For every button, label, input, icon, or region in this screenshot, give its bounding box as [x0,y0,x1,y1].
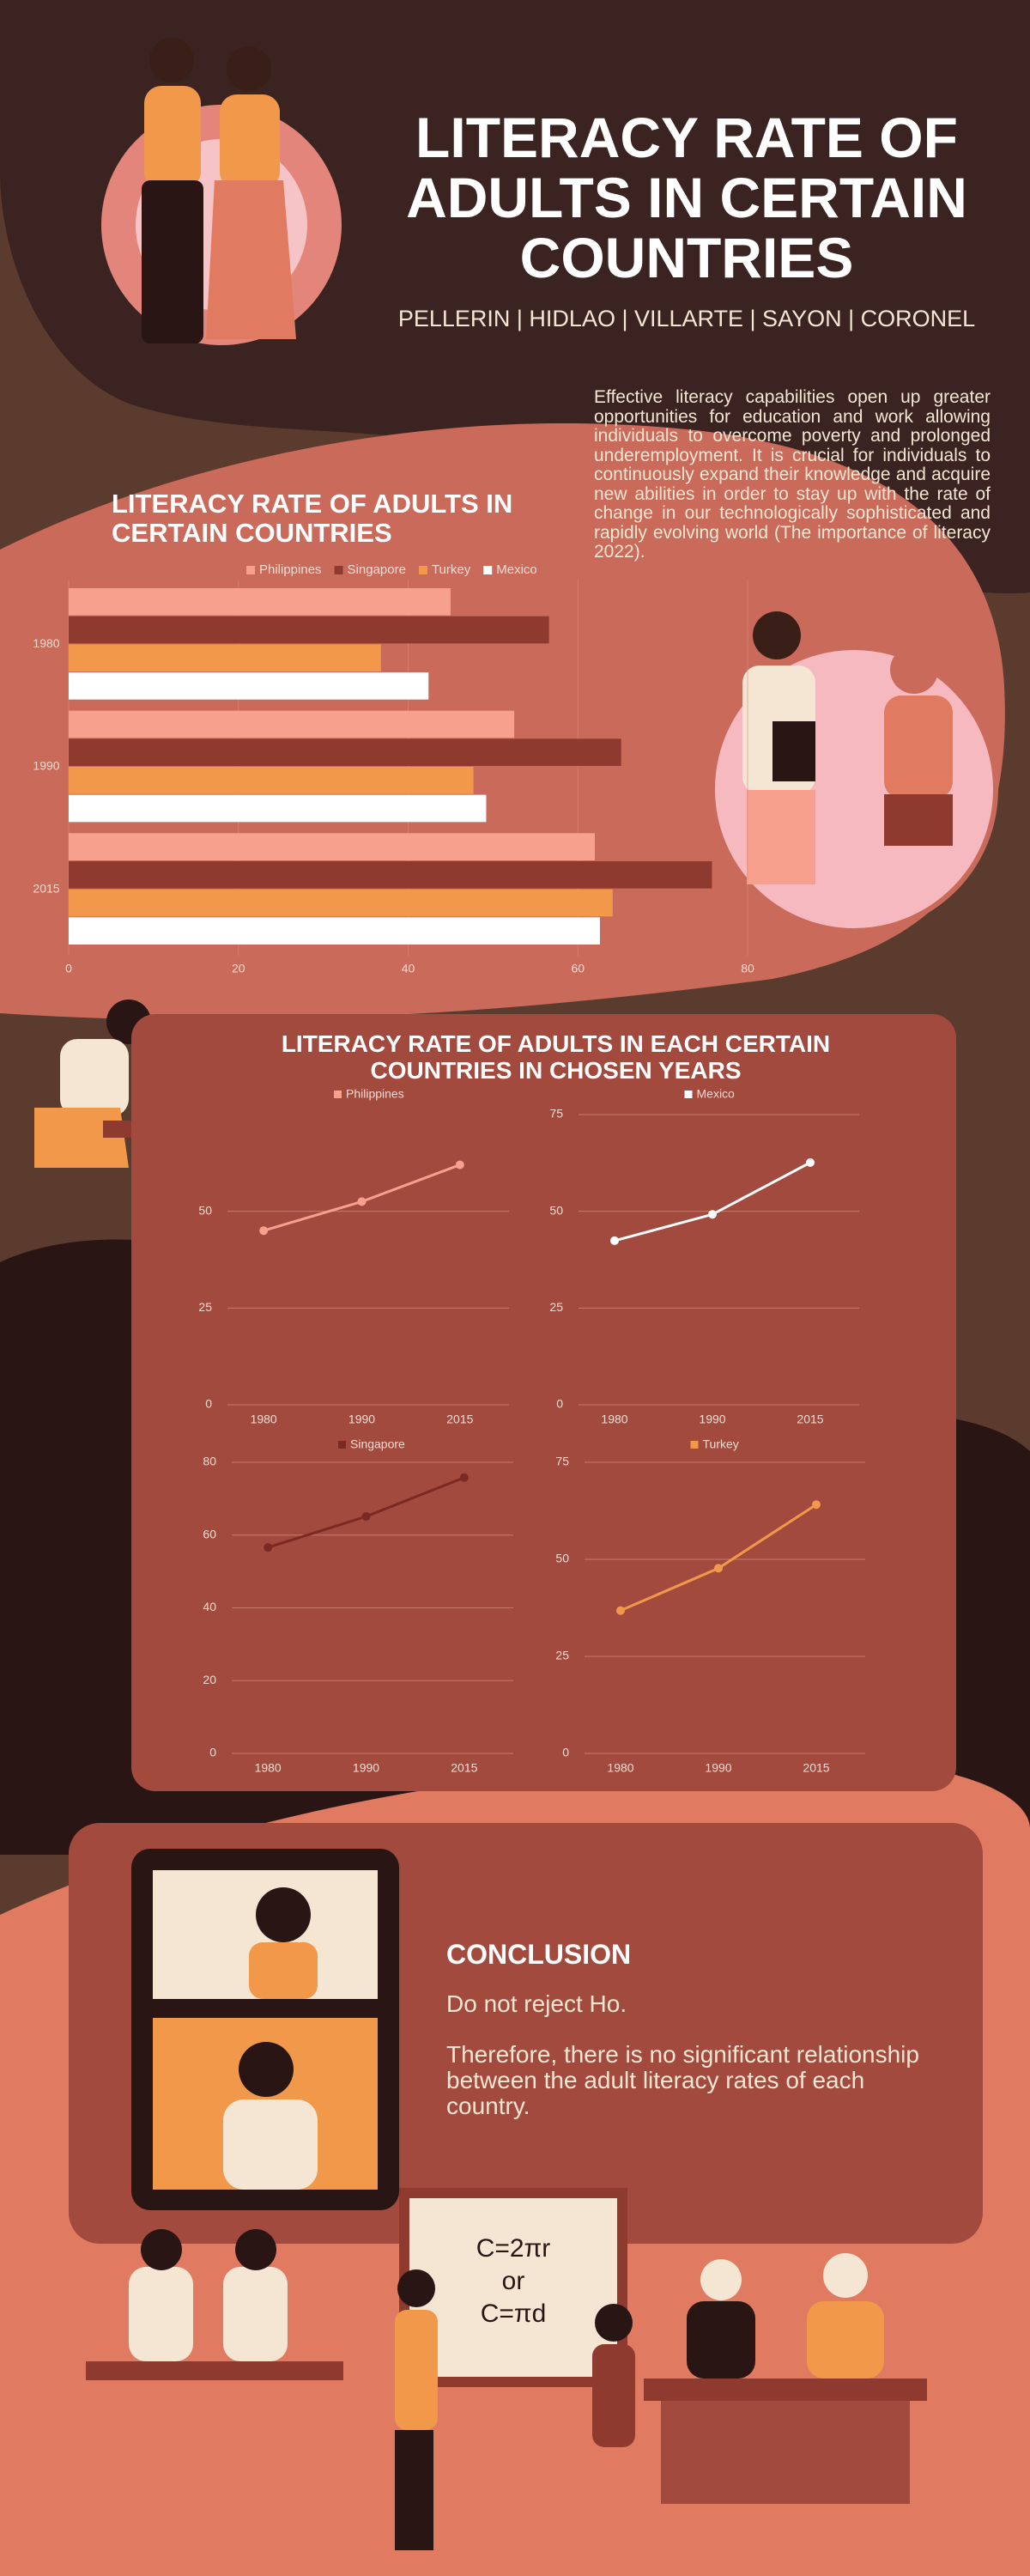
bar [69,616,549,644]
bar [69,833,596,860]
x-tick-label: 1990 [348,1413,375,1426]
x-tick-label: 1980 [607,1761,633,1775]
legend-label: Singapore [348,562,406,577]
line-panel [131,1014,956,1791]
y-tick-label: 40 [203,1600,216,1613]
y-tick-label: 50 [555,1552,569,1565]
legend-label: Philippines [346,1087,404,1101]
x-tick-label: 80 [741,962,754,975]
y-tick-label: 25 [198,1300,212,1314]
x-tick-label: 40 [402,962,415,975]
legend-label: Mexico [697,1087,736,1101]
point [812,1500,821,1510]
point [806,1157,815,1167]
legend-swatch [684,1091,693,1098]
y-tick-label: 20 [203,1673,216,1686]
poster-title: LITERACY RATE OF ADULTS IN CERTAIN COUNT… [406,106,967,289]
y-tick-label: 0 [556,1397,563,1411]
bar [69,861,712,889]
point [357,1197,367,1206]
legend-label: Mexico [496,562,537,577]
x-tick-label: 2015 [446,1413,473,1426]
point [459,1473,469,1482]
y-tick-label: 0 [209,1746,216,1759]
point [610,1236,619,1245]
bar [69,917,600,945]
y-tick-label: 60 [203,1527,216,1540]
x-tick-label: 2015 [451,1761,477,1775]
point [455,1160,464,1170]
panel-title: LITERACY RATE OF ADULTS IN EACH CERTAIN … [281,1030,831,1084]
illustration-bottom-people [86,2229,927,2550]
y-tick-label: 2015 [33,881,59,895]
legend-swatch [418,566,427,574]
intro-paragraph: Effective literacy capabilities open up … [594,387,991,562]
y-tick-label: 75 [555,1455,569,1468]
legend-label: Singapore [350,1437,405,1451]
x-tick-label: 1990 [699,1413,725,1426]
bar [69,672,429,700]
x-tick-label: 2015 [797,1413,823,1426]
legend-label: Turkey [432,562,471,577]
y-tick-label: 50 [549,1203,563,1217]
y-tick-label: 0 [562,1746,569,1759]
illustration-tablet [131,1849,399,2210]
legend-swatch [483,566,493,574]
point [708,1210,717,1219]
whiteboard-text: or [502,2267,525,2295]
legend-swatch [690,1441,699,1449]
point [264,1543,273,1552]
bar-chart-title: LITERACY RATE OF ADULTS IN CERTAIN COUNT… [112,489,513,548]
y-tick-label: 75 [549,1107,563,1121]
x-tick-label: 2015 [803,1761,829,1775]
legend-swatch [338,1441,346,1449]
point [361,1512,371,1522]
x-tick-label: 1980 [251,1413,277,1426]
illustration-students-top [142,38,296,343]
point [714,1564,723,1573]
bar [69,794,487,823]
bar [69,644,381,671]
legend-swatch [334,1091,342,1098]
point [259,1226,269,1236]
y-tick-label: 0 [205,1397,212,1411]
y-tick-label: 80 [203,1455,216,1468]
conclusion-line: Do not reject Ho. [446,1990,627,2017]
authors: PELLERIN | HIDLAO | VILLARTE | SAYON | C… [397,306,976,331]
x-tick-label: 1980 [601,1413,627,1426]
y-tick-label: 25 [555,1649,569,1662]
illustration-students-right [742,611,953,884]
bar [69,767,474,794]
x-tick-label: 1980 [255,1761,282,1775]
bar [69,889,613,917]
point [616,1606,625,1615]
bar [69,588,451,616]
whiteboard-text: C=2πr [476,2234,551,2263]
whiteboard-text: C=πd [481,2300,547,2328]
conclusion-heading: CONCLUSION [446,1939,632,1970]
legend-label: Turkey [703,1437,739,1451]
bar [69,710,515,738]
x-tick-label: 1990 [705,1761,731,1775]
bar [69,738,621,766]
y-tick-label: 25 [549,1300,563,1314]
y-tick-label: 1980 [33,636,59,650]
x-tick-label: 0 [65,962,72,975]
y-tick-label: 1990 [33,759,59,773]
legend-swatch [334,566,343,574]
legend-swatch [246,566,255,574]
conclusion-line: Therefore, there is no significant relat… [446,2041,919,2119]
y-tick-label: 50 [198,1203,212,1217]
legend-label: Philippines [259,562,322,577]
x-tick-label: 60 [571,962,585,975]
x-tick-label: 20 [232,962,245,975]
x-tick-label: 1990 [353,1761,379,1775]
